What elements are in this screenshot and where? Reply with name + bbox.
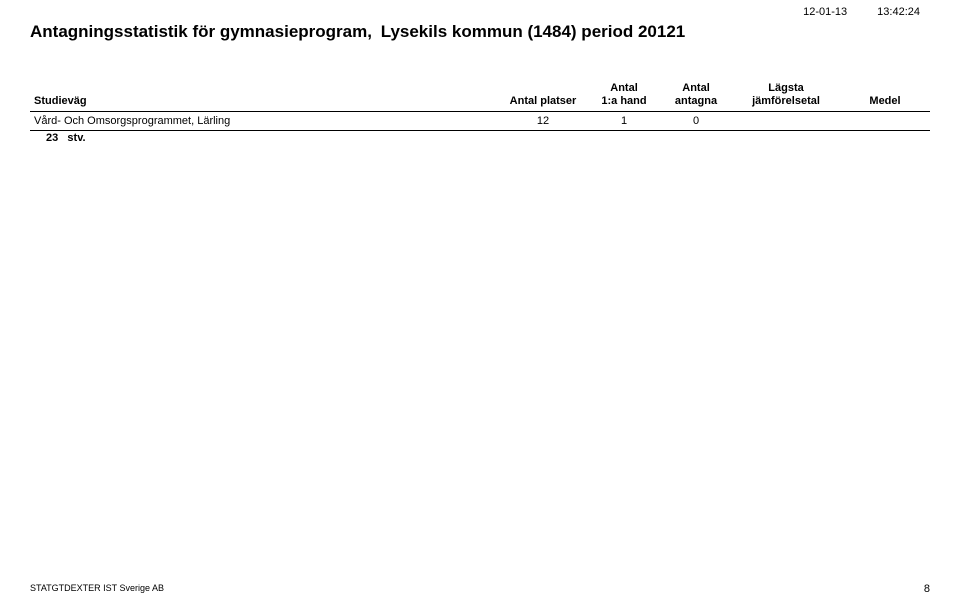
col-header-antagna-l1: Antal <box>682 82 710 94</box>
cell-studievag: Vård- Och Omsorgsprogrammet, Lärling <box>30 112 498 131</box>
cell-platser: 12 <box>498 112 588 131</box>
col-header-hand-l2: 1:a hand <box>601 95 646 107</box>
cell-medel <box>840 112 930 131</box>
col-header-medel: Medel <box>840 80 930 112</box>
col-header-platser: Antal platser <box>498 80 588 112</box>
col-header-antagna: Antal antagna <box>660 80 732 112</box>
cell-jmf <box>732 112 840 131</box>
header-meta: 12-01-13 13:42:24 <box>803 6 920 18</box>
table-header-row: Studieväg Antal platser Antal 1:a hand A… <box>30 80 930 112</box>
report-date: 12-01-13 <box>803 6 847 18</box>
table-row: Vård- Och Omsorgsprogrammet, Lärling 12 … <box>30 112 930 131</box>
col-header-jmf: Lägsta jämförelsetal <box>732 80 840 112</box>
col-header-antagna-l2: antagna <box>675 95 717 107</box>
summary-label: stv. <box>67 132 85 144</box>
footer-page-number: 8 <box>924 583 930 595</box>
summary-count: 23 <box>46 132 58 144</box>
col-header-jmf-l1: Lägsta <box>768 82 803 94</box>
stats-table-wrap: Studieväg Antal platser Antal 1:a hand A… <box>30 80 930 131</box>
footer-credit: STATGTDEXTER IST Sverige AB <box>30 583 164 595</box>
title-part2: Lysekils kommun (1484) period 20121 <box>381 22 686 41</box>
col-header-hand: Antal 1:a hand <box>588 80 660 112</box>
col-header-studievag: Studieväg <box>30 80 498 112</box>
cell-antagna: 0 <box>660 112 732 131</box>
cell-hand: 1 <box>588 112 660 131</box>
title-part1: Antagningsstatistik för gymnasieprogram, <box>30 22 372 41</box>
col-header-hand-l1: Antal <box>610 82 638 94</box>
report-time: 13:42:24 <box>877 6 920 18</box>
summary-line: 23 stv. <box>46 132 86 144</box>
stats-table: Studieväg Antal platser Antal 1:a hand A… <box>30 80 930 131</box>
page-title: Antagningsstatistik för gymnasieprogram,… <box>30 22 685 42</box>
page-footer: STATGTDEXTER IST Sverige AB 8 <box>30 583 930 595</box>
col-header-jmf-l2: jämförelsetal <box>752 95 820 107</box>
